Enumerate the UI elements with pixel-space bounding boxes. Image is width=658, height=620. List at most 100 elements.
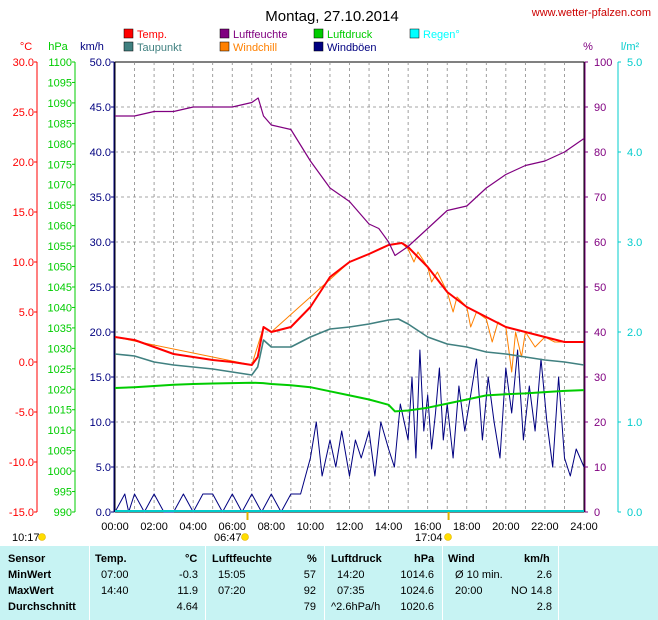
pressure-tick-label: 1020 bbox=[48, 384, 72, 396]
sun-icon bbox=[38, 533, 46, 541]
wind-tick-label: 0.0 bbox=[96, 507, 111, 519]
header-wind: Wind bbox=[448, 553, 475, 565]
x-tick-label: 00:00 bbox=[101, 521, 129, 533]
humidity-tick-label: 100 bbox=[594, 57, 612, 69]
x-tick-label: 22:00 bbox=[531, 521, 559, 533]
legend-label: Windchill bbox=[233, 42, 277, 54]
humidity-tick-label: 70 bbox=[594, 192, 606, 204]
sun-event-label: 06:47 bbox=[214, 532, 242, 544]
chart-legend: Temp. Luftfeuchte Luftdruck Regen° Taupunkt W… bbox=[123, 28, 460, 54]
x-tick-label: 06:00 bbox=[218, 521, 246, 533]
wind-tick-label: 10.0 bbox=[90, 417, 111, 429]
legend-swatch bbox=[123, 41, 134, 52]
pressure-tick-label: 1045 bbox=[48, 282, 72, 294]
pressure-tick-label: 1100 bbox=[48, 57, 72, 69]
humidity-value: 92 bbox=[303, 585, 316, 597]
pressure-axis-label: hPa bbox=[48, 41, 68, 53]
pressure-tick-label: 1095 bbox=[48, 77, 72, 89]
row-label: MaxWert bbox=[8, 585, 54, 597]
chart-title: Montag, 27.10.2014 bbox=[265, 8, 398, 25]
humidity-tick-label: 20 bbox=[594, 417, 606, 429]
pressure-tick-label: 1005 bbox=[48, 446, 72, 458]
temp-tick-label: -15.0 bbox=[9, 507, 34, 519]
x-tick-label: 12:00 bbox=[336, 521, 364, 533]
chart-axes: 30.0 25.0 20.0 15.0 10.0 5.0 0.0 -5.0 -10.0 -15.0… bbox=[9, 57, 642, 544]
temp-tick-label: 5.0 bbox=[19, 307, 34, 319]
rain-tick-label: 4.0 bbox=[627, 147, 642, 159]
temp-value: 4.64 bbox=[176, 601, 198, 613]
series-temp-line bbox=[114, 242, 584, 366]
header-pressure: Luftdruck bbox=[331, 553, 382, 565]
rain-tick-label: 1.0 bbox=[627, 417, 642, 429]
wind-tick-label: 30.0 bbox=[90, 237, 111, 249]
pressure-tick-label: 1085 bbox=[48, 118, 72, 130]
pressure-tick-label: 1030 bbox=[48, 343, 72, 355]
wind-tick-label: 35.0 bbox=[90, 192, 111, 204]
header-humidity-unit: % bbox=[307, 553, 317, 565]
wind-label: Ø 10 min. bbox=[455, 569, 503, 581]
legend-label: Luftdruck bbox=[327, 29, 373, 41]
series-luftfeuchte-line bbox=[115, 97, 585, 257]
wind-tick-label: 45.0 bbox=[90, 102, 111, 114]
series-taupunkt-line bbox=[114, 318, 585, 376]
temp-tick-label: -10.0 bbox=[9, 457, 34, 469]
legend-swatch bbox=[219, 28, 230, 39]
header-sensor: Sensor bbox=[8, 553, 46, 565]
pressure-tick-label: 1075 bbox=[48, 159, 72, 171]
header-humidity: Luftfeuchte bbox=[212, 553, 272, 565]
sun-event-label: 10:17 bbox=[12, 532, 40, 544]
sun-event-label: 17:04 bbox=[415, 532, 443, 544]
temp-time: 14:40 bbox=[101, 585, 129, 597]
x-tick-label: 04:00 bbox=[179, 521, 207, 533]
x-tick-label: 16:00 bbox=[414, 521, 442, 533]
pressure-time: 07:35 bbox=[337, 585, 365, 597]
wind-tick-label: 15.0 bbox=[90, 372, 111, 384]
humidity-tick-label: 90 bbox=[594, 102, 606, 114]
pressure-tick-label: 995 bbox=[54, 487, 72, 499]
temp-time: 07:00 bbox=[101, 569, 129, 581]
wind-value: 2.6 bbox=[536, 569, 552, 581]
temp-tick-label: 10.0 bbox=[13, 257, 34, 269]
x-tick-label: 18:00 bbox=[453, 521, 481, 533]
legend-label: Taupunkt bbox=[137, 42, 182, 54]
summary-table: Sensor Temp. °C Luftfeuchte % Luftdruck … bbox=[0, 546, 658, 620]
wind-value: 2.8 bbox=[536, 601, 552, 613]
wind-label: 20:00 bbox=[455, 585, 483, 597]
humidity-time: 07:20 bbox=[218, 585, 246, 597]
pressure-tick-label: 1090 bbox=[48, 98, 72, 110]
temp-tick-label: 25.0 bbox=[13, 107, 34, 119]
series-windben-line bbox=[114, 349, 585, 513]
legend-swatch bbox=[313, 41, 324, 52]
column-divider bbox=[205, 546, 206, 620]
wind-tick-label: 40.0 bbox=[90, 147, 111, 159]
header-pressure-unit: hPa bbox=[414, 553, 435, 565]
pressure-tick-label: 1015 bbox=[48, 405, 72, 417]
humidity-tick-label: 30 bbox=[594, 372, 606, 384]
temp-tick-label: 0.0 bbox=[19, 357, 34, 369]
header-wind-unit: km/h bbox=[524, 553, 550, 565]
pressure-tick-label: 1010 bbox=[48, 425, 72, 437]
rain-tick-label: 5.0 bbox=[627, 57, 642, 69]
legend-label: Temp. bbox=[137, 29, 167, 41]
column-divider bbox=[558, 546, 559, 620]
pressure-tick-label: 1065 bbox=[48, 200, 72, 212]
x-tick-label: 24:00 bbox=[570, 521, 598, 533]
temp-tick-label: 15.0 bbox=[13, 207, 34, 219]
pressure-time: 14:20 bbox=[337, 569, 365, 581]
temp-tick-label: -5.0 bbox=[15, 407, 34, 419]
rain-tick-label: 2.0 bbox=[627, 327, 642, 339]
temp-axis-label: °C bbox=[20, 41, 32, 53]
pressure-tick-label: 1050 bbox=[48, 262, 72, 274]
source-link[interactable]: www.wetter-pfalzen.com bbox=[531, 7, 651, 19]
legend-swatch bbox=[219, 41, 230, 52]
x-tick-label: 08:00 bbox=[258, 521, 286, 533]
wind-tick-label: 20.0 bbox=[90, 327, 111, 339]
wind-tick-label: 25.0 bbox=[90, 282, 111, 294]
legend-label: Luftfeuchte bbox=[233, 29, 287, 41]
humidity-value: 79 bbox=[303, 601, 316, 613]
legend-swatch bbox=[313, 28, 324, 39]
humidity-tick-label: 0 bbox=[594, 507, 600, 519]
wind-axis-label: km/h bbox=[80, 41, 104, 53]
wind-tick-label: 50.0 bbox=[90, 57, 111, 69]
legend-swatch bbox=[409, 28, 420, 39]
